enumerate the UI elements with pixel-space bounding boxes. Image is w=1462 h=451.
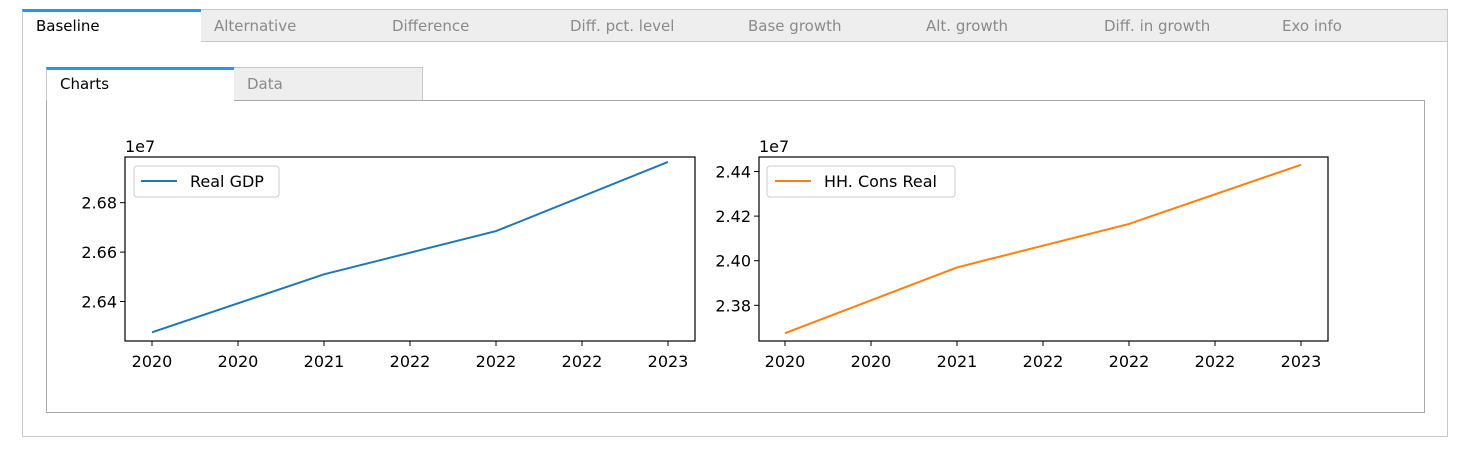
legend-label: HH. Cons Real	[824, 172, 937, 191]
x-tick-label: 2021	[937, 352, 978, 371]
x-tick-label: 2023	[1281, 352, 1322, 371]
x-tick-label: 2020	[765, 352, 806, 371]
y-tick-label: 2.66	[81, 243, 117, 262]
series-line-real-gdp	[151, 161, 669, 334]
x-tick-label: 2022	[562, 352, 603, 371]
x-tick-label: 2021	[304, 352, 345, 371]
active-tab-gap	[47, 100, 234, 101]
legend-label: Real GDP	[190, 172, 264, 191]
tab-data[interactable]: Data	[234, 67, 423, 101]
x-tick-label: 2022	[390, 352, 431, 371]
series-line-hh-cons-real	[784, 163, 1302, 335]
x-tick-label: 2022	[1109, 352, 1150, 371]
tab-exo-info[interactable]: Exo info	[1269, 9, 1448, 42]
x-tick-label: 2022	[1195, 352, 1236, 371]
x-tick-label: 2022	[1023, 352, 1064, 371]
x-tick-label: 2020	[132, 352, 173, 371]
tab-alternative[interactable]: Alternative	[201, 9, 380, 42]
chart-real-gdp: 1e7 2.64 2.66 2.68 2020 2020 2021 2022 2022 202…	[81, 137, 696, 371]
y-tick-label: 2.64	[81, 292, 117, 311]
tab-charts[interactable]: Charts	[46, 67, 235, 101]
y-offset-label: 1e7	[125, 137, 155, 156]
y-tick-label: 2.68	[81, 194, 117, 213]
legend: Real GDP	[133, 165, 280, 198]
y-tick-label: 2.44	[715, 162, 751, 181]
x-tick-label: 2020	[218, 352, 259, 371]
tab-baseline[interactable]: Baseline	[22, 9, 202, 42]
y-tick-label: 2.40	[715, 252, 751, 271]
outer-tab-bar: Baseline Alternative Difference Diff. pc…	[22, 9, 1448, 42]
legend-box	[766, 165, 956, 198]
x-tick-label: 2022	[476, 352, 517, 371]
y-tick-label: 2.42	[715, 207, 751, 226]
tab-diff-pct-level[interactable]: Diff. pct. level	[557, 9, 736, 42]
legend: HH. Cons Real	[766, 165, 956, 198]
charts-panel	[46, 100, 1425, 413]
tab-diff-in-growth[interactable]: Diff. in growth	[1091, 9, 1270, 42]
tab-alt-growth[interactable]: Alt. growth	[913, 9, 1092, 42]
tab-difference[interactable]: Difference	[379, 9, 558, 42]
x-tick-label: 2020	[851, 352, 892, 371]
tab-base-growth[interactable]: Base growth	[735, 9, 914, 42]
y-tick-label: 2.38	[715, 296, 751, 315]
legend-box	[133, 165, 280, 198]
chart-hh-cons-real: 1e7 2.38 2.40 2.42 2.44 2020 2020 2021 2022 202…	[715, 137, 1329, 371]
baseline-panel	[22, 41, 1448, 437]
x-tick-label: 2023	[648, 352, 689, 371]
inner-tab-bar: Charts Data	[46, 67, 423, 101]
y-offset-label: 1e7	[759, 137, 789, 156]
